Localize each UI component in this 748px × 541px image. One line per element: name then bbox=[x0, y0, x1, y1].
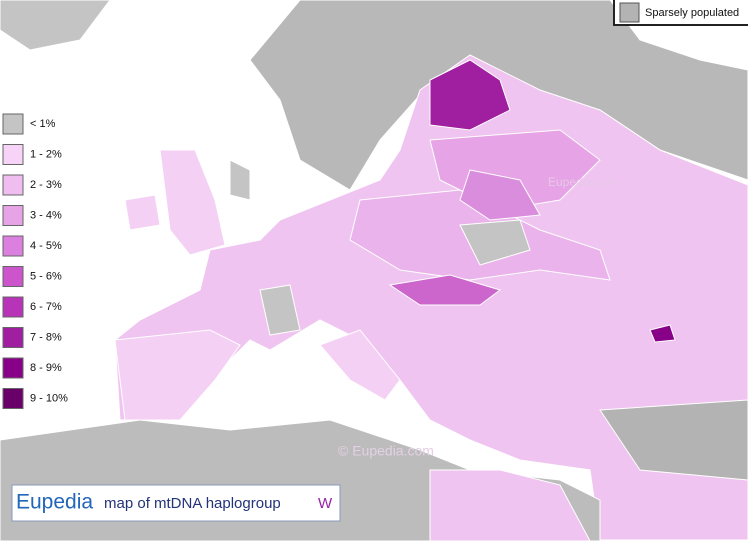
watermark: © Eupedia.com bbox=[338, 443, 434, 459]
legend-swatch bbox=[2, 357, 24, 379]
title-box bbox=[11, 484, 341, 522]
legend-label: 8 - 9% bbox=[30, 362, 62, 374]
legend-label: 9 - 10% bbox=[30, 392, 68, 404]
legend-label: 3 - 4% bbox=[30, 209, 62, 221]
legend-label: 4 - 5% bbox=[30, 240, 62, 252]
legend-label: 7 - 8% bbox=[30, 331, 62, 343]
title-text: map of mtDNA haplogroup bbox=[104, 495, 281, 512]
legend-swatch bbox=[2, 113, 24, 135]
legend-swatch bbox=[2, 144, 24, 165]
legend-swatch bbox=[2, 266, 24, 287]
legend-label: 5 - 6% bbox=[30, 270, 62, 282]
legend-swatch bbox=[2, 388, 24, 409]
sparse-legend-label: Sparsely populated bbox=[645, 7, 739, 19]
legend-label: 6 - 7% bbox=[30, 301, 62, 313]
legend-swatch bbox=[2, 205, 24, 226]
legend-swatch bbox=[2, 174, 24, 196]
sparse-legend-swatch bbox=[619, 2, 640, 23]
legend-swatch bbox=[2, 327, 24, 348]
legend-label: 2 - 3% bbox=[30, 179, 62, 191]
legend-swatch bbox=[2, 296, 24, 318]
legend-swatch bbox=[2, 235, 24, 257]
title-haplogroup: W bbox=[318, 495, 333, 512]
legend-label: 1 - 2% bbox=[30, 148, 62, 160]
legend-label: < 1% bbox=[30, 118, 56, 130]
watermark: Eupedia.com bbox=[548, 175, 618, 189]
title-brand: Eupedia bbox=[16, 491, 93, 514]
